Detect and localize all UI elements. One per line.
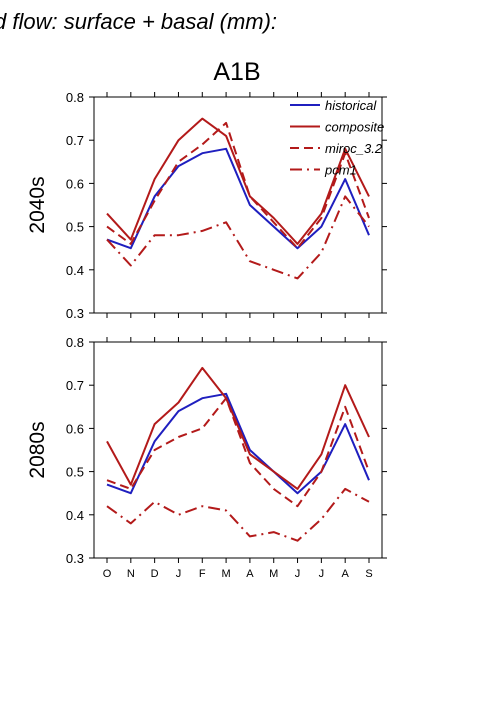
x-tick-label: J	[176, 568, 182, 580]
x-tick-label: A	[246, 568, 254, 580]
legend-label: miroc_3.2	[325, 141, 383, 156]
x-tick-label: N	[127, 568, 135, 580]
y-tick-label: 0.7	[66, 378, 84, 393]
y-tick-label: 0.8	[66, 335, 84, 350]
legend: historical composite miroc_3.2 pcm1	[290, 98, 384, 178]
y-tick-label: 0.3	[66, 306, 84, 321]
x-tick-label: J	[295, 568, 301, 580]
legend-label: pcm1	[324, 163, 357, 178]
row-label: 2040s	[26, 176, 49, 233]
y-tick-label: 0.6	[66, 176, 84, 191]
panel-2080s: 0.3 0.4 0.5 0.6 0.7 0.8 O N D J F M A M J J A S 2080s	[26, 335, 387, 580]
y-tick-label: 0.5	[66, 465, 84, 480]
y-tick-label: 0.6	[66, 421, 84, 436]
x-tick-label: D	[151, 568, 159, 580]
row-label: 2080s	[26, 421, 49, 478]
series-line-historical	[106, 392, 370, 495]
x-tick-label: F	[199, 568, 206, 580]
x-tick-label: J	[319, 568, 325, 580]
panel-2040s: 0.3 0.4 0.5 0.6 0.7 0.8 2040s historical composi…	[26, 90, 387, 321]
legend-label: historical	[325, 98, 377, 113]
y-tick-label: 0.8	[66, 90, 84, 105]
series-line-composite	[106, 117, 370, 245]
series-line-miroc-3-2	[106, 397, 370, 508]
y-tick-label: 0.5	[66, 220, 84, 235]
panels-group: 0.3 0.4 0.5 0.6 0.7 0.8 2040s historical composi…	[26, 90, 387, 580]
x-tick-label: O	[103, 568, 112, 580]
x-tick-label: M	[222, 568, 231, 580]
series-line-miroc-3-2	[106, 121, 370, 250]
x-tick-label: M	[269, 568, 278, 580]
figure-title: d flow: surface + basal (mm):	[0, 9, 277, 34]
scenario-title: A1B	[213, 58, 260, 86]
y-tick-label: 0.4	[66, 508, 84, 523]
y-tick-label: 0.7	[66, 133, 84, 148]
x-tick-label: S	[365, 568, 372, 580]
y-tick-label: 0.3	[66, 551, 84, 566]
series-line-historical	[106, 147, 370, 250]
series-line-pcm1	[106, 487, 370, 542]
x-tick-label: A	[342, 568, 350, 580]
y-tick-label: 0.4	[66, 263, 84, 278]
legend-label: composite	[325, 120, 384, 135]
series-line-composite	[106, 366, 370, 490]
series-line-pcm1	[106, 195, 370, 280]
